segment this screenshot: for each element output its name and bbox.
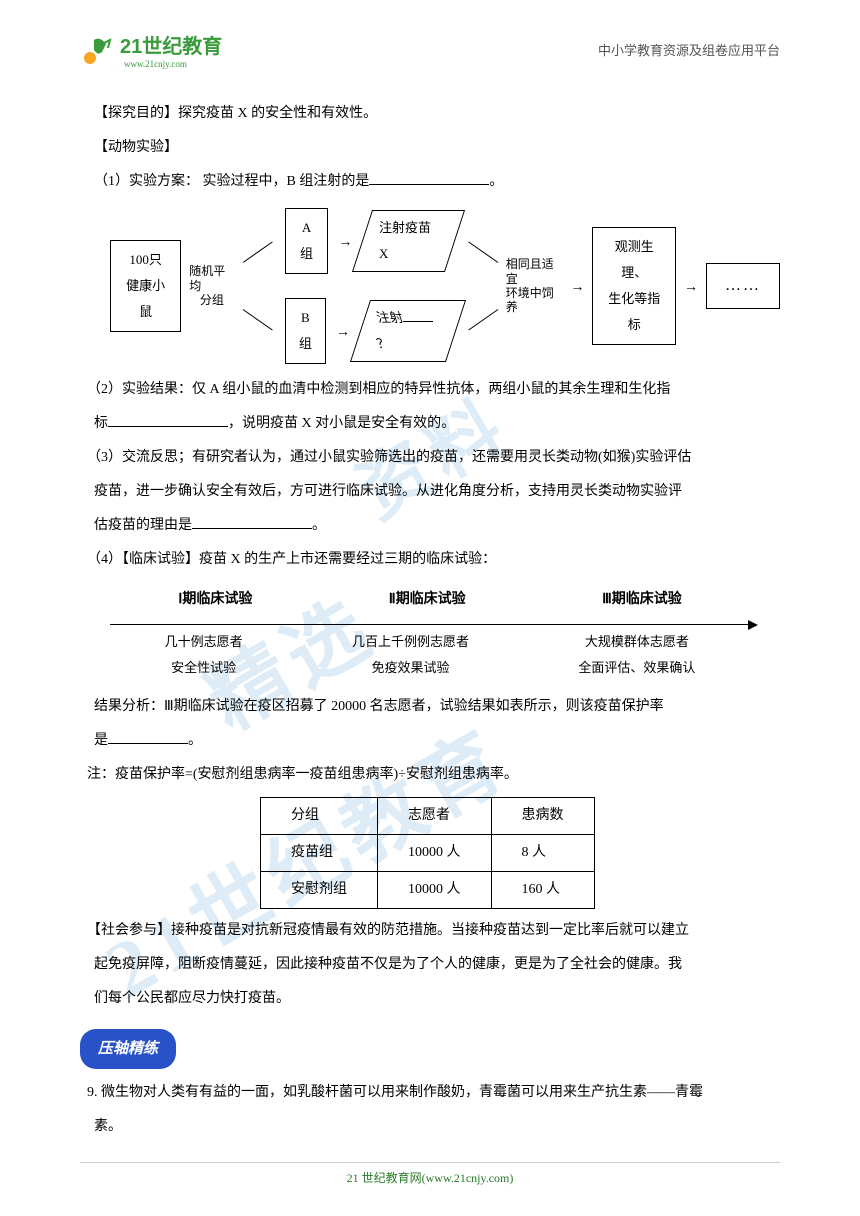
blank-3 [192,513,312,529]
inject-b-prefix: 注射 [373,305,407,331]
sub-2: 几百上千例例志愿者免疫效果试验 [352,629,469,681]
item-4: （4）【临床试验】疫苗 X 的生产上市还需要经过三期的临床试验： [80,546,780,574]
flow-diagram: 100只 健康小鼠 随机平均 分组 A组 → 注射疫苗X B组 → 注射？ 相同… [110,208,780,364]
box-group-b: B组 [285,298,326,364]
item-2b-suffix: ，说明疫苗 X 对小鼠是安全有效的。 [228,416,455,431]
box-observe: 观测生理、 生化等指标 [592,227,676,345]
arrow-label-l1: 随机平均 [189,264,234,293]
item-1-suffix: 。 [489,174,503,189]
arrow-icon: → [336,317,350,345]
item-3-line1: （3）交流反思；有研究者认为，通过小鼠实验筛选出的疫苗，还需要用灵长类动物(如猴… [80,444,780,472]
row-a: A组 → 注射疫苗X [285,208,456,274]
obs-l2: 生化等指标 [603,286,665,338]
table-row: 分组 志愿者 患病数 [261,798,595,835]
result-suffix: 。 [188,733,202,748]
condition-label: 相同且适宜 环境中饲养 [506,257,563,315]
page-header: 21世纪教育 www.21cnjy.com 中小学教育资源及组卷应用平台 [80,30,780,69]
phase-3: Ⅲ期临床试验 [602,586,682,614]
timeline-axis [110,624,750,625]
table-cell: 10000 人 [378,835,492,872]
table-cell: 8 人 [491,835,594,872]
experiment-heading: 【动物实验】 [80,134,780,162]
para-inject-b: 注射？ [350,300,466,362]
logo: 21世纪教育 www.21cnjy.com [80,30,222,69]
table-cell: 10000 人 [378,872,492,909]
data-table: 分组 志愿者 患病数 疫苗组 10000 人 8 人 安慰剂组 10000 人 … [260,797,595,909]
blank-2 [108,411,228,427]
table-cell: 志愿者 [378,798,492,835]
phase-1: Ⅰ期临床试验 [178,586,252,614]
branch-icon [243,254,277,318]
question-9-line2: 素。 [80,1113,780,1141]
item-2b-prefix: 标 [94,416,108,431]
box-mice-l2: 健康小鼠 [121,273,170,325]
item-3c-suffix: 。 [312,518,326,533]
table-cell: 患病数 [491,798,594,835]
social-line1: 【社会参与】接种疫苗是对抗新冠疫情最有效的防范措施。当接种疫苗达到一定比率后就可… [80,917,780,945]
item-3-line2: 疫苗，进一步确认安全有效后，方可进行临床试验。从进化角度分析，支持用灵长类动物实… [80,478,780,506]
result-prefix: 是 [94,733,108,748]
box-dots: …… [706,263,780,309]
item-1-prefix: （1）实验方案： 实验过程中，B 组注射的是 [94,174,369,189]
section-badge: 压轴精练 [80,1029,176,1069]
arrow-label-l2: 分组 [200,293,224,307]
main-content: 【探究目的】探究疫苗 X 的安全性和有效性。 【动物实验】 （1）实验方案： 实… [80,100,780,1147]
table-cell: 安慰剂组 [261,872,378,909]
timeline-diagram: Ⅰ期临床试验 Ⅱ期临床试验 Ⅲ期临床试验 几十例志愿者安全性试验 几百上千例例志… [110,586,750,681]
social-line3: 们每个公民都应尽力快打疫苗。 [80,985,780,1013]
arrow-split: 随机平均 分组 [189,264,234,307]
arrow-icon: → [570,272,584,300]
item-1: （1）实验方案： 实验过程中，B 组注射的是 。 [80,168,780,196]
objective: 【探究目的】探究疫苗 X 的安全性和有效性。 [80,100,780,128]
arrow-icon: → [684,272,698,300]
timeline-labels: Ⅰ期临床试验 Ⅱ期临床试验 Ⅲ期临床试验 [110,586,750,614]
timeline-sublabels: 几十例志愿者安全性试验 几百上千例例志愿者免疫效果试验 大规模群体志愿者全面评估… [110,629,750,681]
cond-l1: 相同且适宜 [506,257,563,286]
logo-text: 21世纪教育 [120,30,222,59]
obs-l1: 观测生理、 [603,234,665,286]
item-2-line1: （2）实验结果：仅 A 组小鼠的血清中检测到相应的特异性抗体，两组小鼠的其余生理… [80,376,780,404]
row-b: B组 → 注射？ [285,298,456,364]
phase-2: Ⅱ期临床试验 [389,586,466,614]
item-3-line3: 估疫苗的理由是 。 [80,512,780,540]
box-group-a: A组 [285,208,329,274]
inject-a-text: 注射疫苗X [379,215,438,267]
result-line2: 是。 [80,727,780,755]
blank-4 [108,728,188,744]
note-formula: 注：疫苗保护率=(安慰剂组患病率一疫苗组患病率)÷安慰剂组患病率。 [80,761,780,789]
box-mice-l1: 100只 [121,247,170,273]
table-cell: 分组 [261,798,378,835]
header-subtitle: 中小学教育资源及组卷应用平台 [598,40,780,59]
box-mice: 100只 健康小鼠 [110,240,181,332]
sub-3-l1: 大规模群体志愿者 [578,629,695,655]
result-line1: 结果分析：Ⅲ期临床试验在疫区招募了 20000 名志愿者，试验结果如表所示，则该… [80,693,780,721]
sub-1-l1: 几十例志愿者 [165,629,243,655]
arrow-icon: → [338,227,352,255]
social-line2: 起免疫屏障，阻断疫情蔓延，因此接种疫苗不仅是为了个人的健康，更是为了全社会的健康… [80,951,780,979]
item-2-line2: 标 ，说明疫苗 X 对小鼠是安全有效的。 [80,410,780,438]
table-row: 安慰剂组 10000 人 160 人 [261,872,595,909]
blank-1 [369,169,489,185]
inject-b-suffix: ？ [373,331,394,357]
sub-1-l2: 安全性试验 [165,655,243,681]
logo-url: www.21cnjy.com [124,59,222,69]
sub-2-l2: 免疫效果试验 [352,655,469,681]
sub-3-l2: 全面评估、效果确认 [578,655,695,681]
question-9-line1: 9. 微生物对人类有有益的一面，如乳酸杆菌可以用来制作酸奶，青霉菌可以用来生产抗… [80,1079,780,1107]
merge-icon [464,254,498,318]
cond-l2: 环境中饲养 [506,286,563,315]
para-inject-a: 注射疫苗X [352,210,465,272]
page-footer: 21 世纪教育网(www.21cnjy.com) [80,1162,780,1186]
split-groups: A组 → 注射疫苗X B组 → 注射？ [285,208,456,364]
table-row: 疫苗组 10000 人 8 人 [261,835,595,872]
logo-icon [80,32,116,68]
sub-1: 几十例志愿者安全性试验 [165,629,243,681]
item-3c-prefix: 估疫苗的理由是 [94,518,192,533]
sub-2-l1: 几百上千例例志愿者 [352,629,469,655]
table-cell: 160 人 [491,872,594,909]
sub-3: 大规模群体志愿者全面评估、效果确认 [578,629,695,681]
table-cell: 疫苗组 [261,835,378,872]
